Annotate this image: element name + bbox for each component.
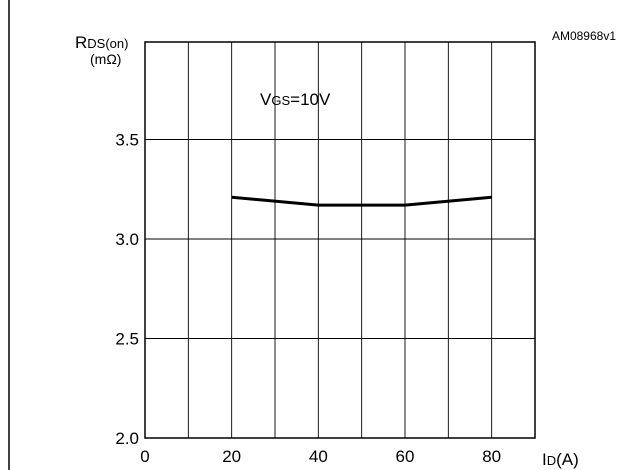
plot-area (144, 41, 536, 439)
x-axis-label-main: I (542, 450, 547, 469)
x-tick-label: 80 (482, 447, 501, 466)
condition-annotation: VGS=10V (260, 90, 331, 109)
y-axis-label-main: R (75, 33, 87, 52)
grid-lines (144, 42, 536, 439)
x-axis-label-unit: (A) (556, 450, 579, 469)
x-axis-label: ID(A) (542, 450, 579, 469)
annotation-main: V (260, 90, 272, 109)
y-axis-unit: (mΩ) (90, 51, 121, 67)
y-tick-label: 2.0 (115, 429, 139, 448)
y-tick-labels: 2.0 2.5 3.0 3.5 (115, 131, 139, 448)
y-axis-label-sub: DS(on) (87, 36, 128, 51)
y-tick-label: 3.0 (115, 230, 139, 249)
x-tick-label: 60 (396, 447, 415, 466)
series-group (231, 195, 492, 207)
y-tick-label: 3.5 (115, 131, 139, 150)
y-axis-label: RDS(on) (75, 33, 128, 52)
x-axis-label-sub: D (547, 453, 556, 468)
annotation-rest: =10V (290, 90, 331, 109)
x-tick-label: 40 (309, 447, 328, 466)
annotation-sub: GS (271, 93, 290, 108)
x-tick-label: 0 (140, 447, 149, 466)
figure-code: AM08968v1 (552, 29, 616, 43)
y-tick-label: 2.5 (115, 330, 139, 349)
x-tick-labels: 0 20 40 60 80 (140, 447, 501, 466)
x-tick-label: 20 (222, 447, 241, 466)
series-line (231, 195, 492, 207)
